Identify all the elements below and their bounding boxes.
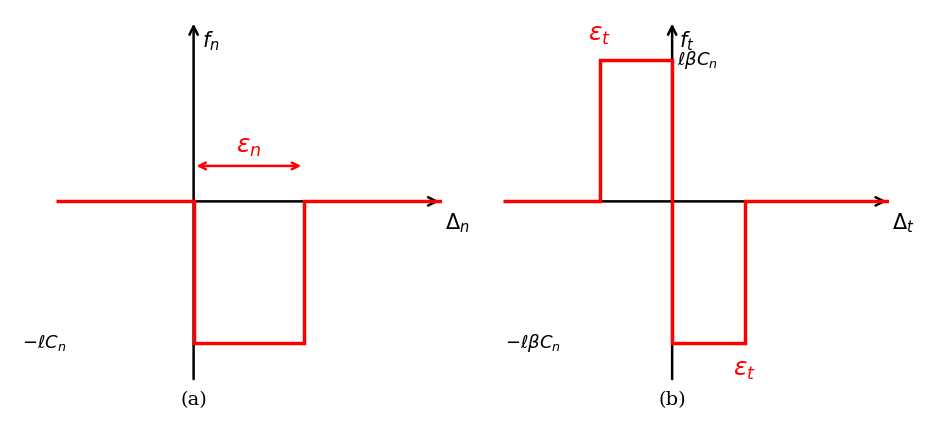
Text: (b): (b) [658, 391, 686, 409]
Text: $\Delta_n$: $\Delta_n$ [445, 211, 469, 235]
Text: $-\ell C_n$: $-\ell C_n$ [22, 333, 66, 353]
Text: $\ell\beta C_n$: $\ell\beta C_n$ [677, 48, 718, 70]
Text: (a): (a) [180, 391, 207, 409]
Text: $-\ell\beta C_n$: $-\ell\beta C_n$ [506, 332, 561, 354]
Text: $\varepsilon_t$: $\varepsilon_t$ [588, 24, 611, 47]
Text: $\varepsilon_t$: $\varepsilon_t$ [733, 360, 756, 382]
Text: $\varepsilon_n$: $\varepsilon_n$ [236, 136, 262, 160]
Text: $f_n$: $f_n$ [202, 30, 220, 54]
Text: $f_t$: $f_t$ [680, 30, 695, 54]
Text: $\Delta_t$: $\Delta_t$ [892, 211, 914, 235]
